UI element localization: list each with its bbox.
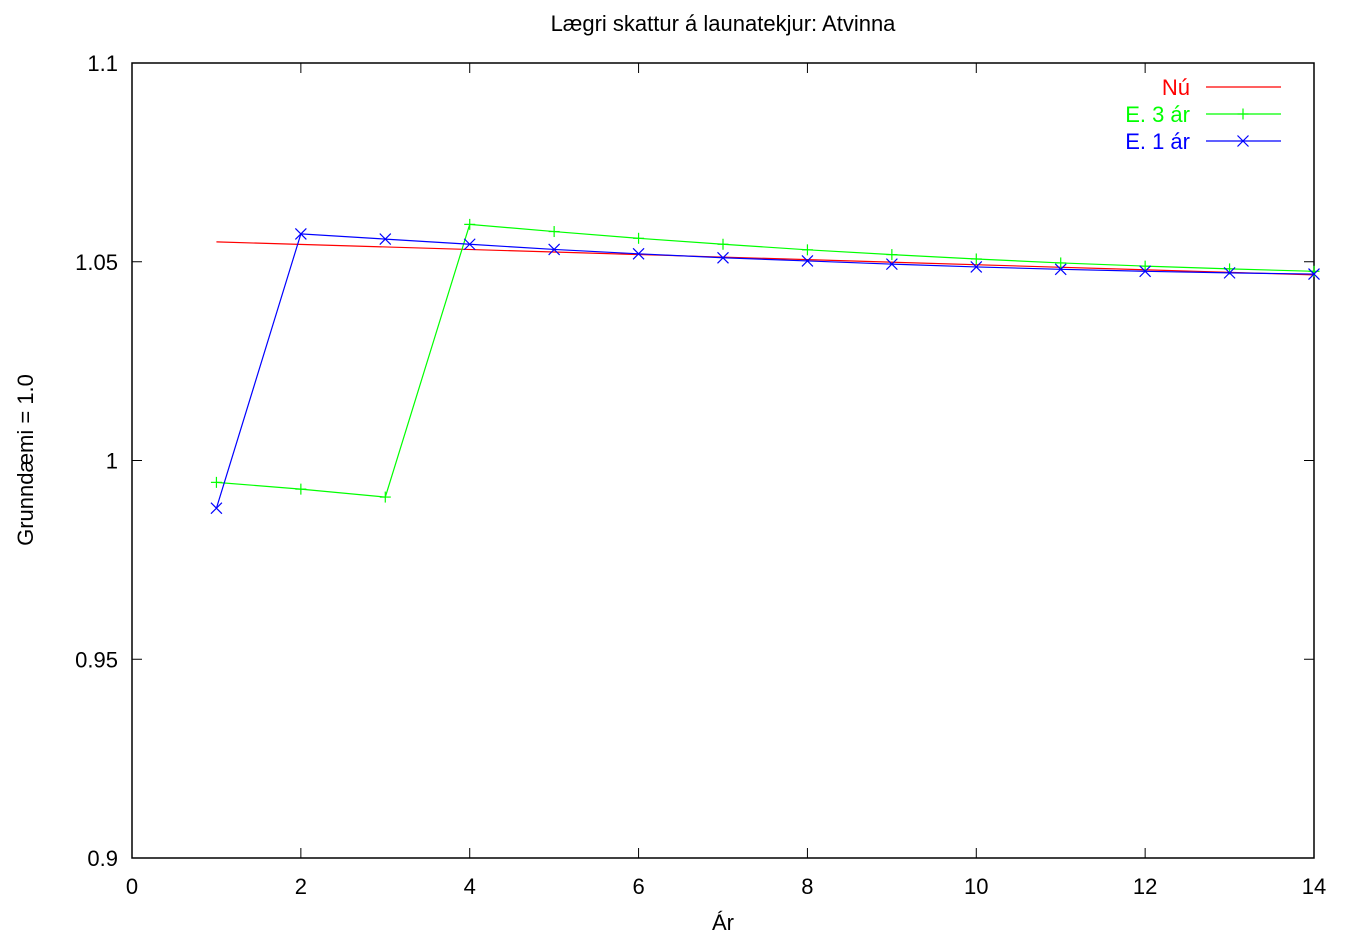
data-point <box>1139 260 1151 272</box>
x-tick-label: 2 <box>295 874 307 899</box>
x-tick-label: 14 <box>1302 874 1326 899</box>
data-point <box>463 238 476 251</box>
x-tick-label: 10 <box>964 874 988 899</box>
series-line-2 <box>216 223 1315 498</box>
marker-stroke <box>717 251 729 264</box>
y-tick-label: 1 <box>106 449 118 474</box>
marker-stroke <box>1223 266 1236 279</box>
x-tick-label: 4 <box>464 874 476 899</box>
marker-stroke <box>210 502 223 515</box>
y-tick-label: 0.9 <box>87 846 118 871</box>
data-point <box>295 483 307 495</box>
data-point <box>1139 265 1152 278</box>
x-tick-label: 8 <box>801 874 813 899</box>
data-point <box>1055 257 1067 269</box>
y-axis-label: Grunndæmi = 1.0 <box>13 374 38 546</box>
data-point <box>717 251 729 264</box>
y-tick-label: 0.95 <box>75 647 118 672</box>
data-point <box>717 238 729 250</box>
data-point <box>210 502 223 515</box>
x-axis-label: Ár <box>712 910 734 935</box>
legend-marker <box>1237 135 1249 147</box>
legend-label: E. 3 ár <box>1125 102 1190 127</box>
marker-stroke <box>970 260 983 273</box>
marker-stroke <box>632 247 645 260</box>
data-point <box>886 249 898 261</box>
data-point <box>548 226 560 238</box>
legend-label: E. 1 ár <box>1125 129 1190 154</box>
legend-label: Nú <box>1162 75 1190 100</box>
data-point <box>379 491 391 503</box>
data-point <box>379 233 392 246</box>
x-tick-label: 0 <box>126 874 138 899</box>
marker-stroke <box>379 233 392 246</box>
marker-stroke <box>548 243 561 256</box>
chart-title: Lægri skattur á launatekjur: Atvinna <box>551 11 897 36</box>
data-point <box>548 243 561 256</box>
data-point <box>464 218 476 230</box>
data-point <box>294 228 307 240</box>
plot-frame <box>131 62 1315 859</box>
data-point <box>210 476 222 488</box>
marker-stroke <box>801 255 814 267</box>
legend-marker <box>1237 108 1249 120</box>
data-point <box>970 253 982 265</box>
data-point <box>1223 266 1236 279</box>
marker-stroke <box>1308 268 1320 280</box>
series-group <box>210 218 1320 515</box>
data-point <box>1054 263 1067 276</box>
series-line-3 <box>215 233 1315 509</box>
marker-stroke <box>294 228 307 240</box>
series-line-1 <box>216 241 1315 276</box>
data-point <box>632 247 645 260</box>
data-point <box>885 258 898 271</box>
x-tick-label: 6 <box>632 874 644 899</box>
data-point <box>1308 268 1320 280</box>
data-point <box>970 260 983 273</box>
marker-stroke <box>885 258 898 271</box>
y-tick-label: 1.05 <box>75 250 118 275</box>
marker-stroke <box>1237 135 1249 147</box>
legend: NúE. 3 árE. 1 ár <box>1125 75 1281 154</box>
y-tick-label: 1.1 <box>87 51 118 76</box>
marker-stroke <box>1054 263 1067 276</box>
data-point <box>801 255 814 267</box>
marker-stroke <box>463 238 476 251</box>
x-tick-label: 12 <box>1133 874 1157 899</box>
data-point <box>633 232 645 244</box>
marker-stroke <box>1139 265 1152 278</box>
data-point <box>1308 265 1320 277</box>
data-point <box>801 244 813 256</box>
axis-ticks: 0 2 4 6 8 10 12 14 0.9 0.95 1 1.05 1.1 <box>75 51 1326 899</box>
